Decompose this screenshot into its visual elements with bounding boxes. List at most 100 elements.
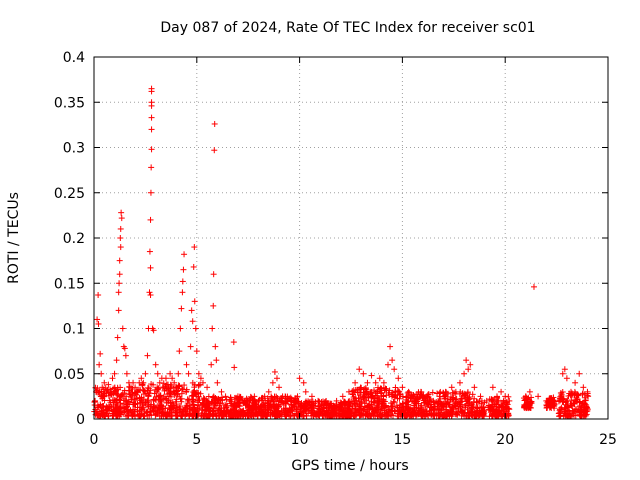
- data-point: [458, 395, 465, 402]
- data-point: [245, 397, 252, 404]
- data-point: [428, 407, 435, 414]
- data-point: [504, 410, 511, 417]
- data-point: [339, 393, 346, 400]
- data-point: [269, 409, 276, 416]
- data-point: [571, 391, 578, 398]
- y-axis-label: ROTI / TECUs: [6, 192, 22, 284]
- data-point: [340, 407, 347, 414]
- data-point: [146, 411, 153, 418]
- data-point: [459, 407, 466, 414]
- data-point: [211, 147, 218, 154]
- data-point: [429, 389, 436, 396]
- data-point: [168, 403, 175, 410]
- data-point: [506, 406, 513, 413]
- data-point: [100, 402, 107, 409]
- data-point: [391, 399, 398, 406]
- data-point: [526, 388, 533, 395]
- data-point: [211, 120, 218, 127]
- data-point: [464, 389, 471, 396]
- data-point: [376, 375, 383, 382]
- data-point: [148, 146, 155, 153]
- data-point: [212, 343, 219, 350]
- data-point: [480, 407, 487, 414]
- x-axis-label: GPS time / hours: [291, 458, 408, 474]
- data-point: [219, 410, 226, 417]
- data-point: [356, 395, 363, 402]
- data-point: [204, 412, 211, 419]
- data-point: [489, 384, 496, 391]
- data-point: [218, 388, 225, 395]
- data-point: [399, 384, 406, 391]
- data-point: [492, 412, 499, 419]
- data-point: [465, 396, 472, 403]
- data-point: [269, 379, 276, 386]
- data-point: [210, 394, 217, 401]
- data-point: [331, 403, 338, 410]
- data-point: [115, 289, 122, 296]
- data-point: [137, 412, 144, 419]
- data-point: [187, 343, 194, 350]
- x-tick-label: 20: [496, 432, 514, 448]
- data-point: [111, 385, 118, 392]
- data-point: [388, 391, 395, 398]
- data-point: [417, 388, 424, 395]
- y-tick-label: 0: [76, 412, 85, 428]
- data-point: [122, 352, 129, 359]
- data-point: [501, 411, 508, 418]
- data-point: [104, 404, 111, 411]
- data-point: [223, 408, 230, 415]
- data-point: [557, 389, 564, 396]
- data-point: [550, 394, 557, 401]
- data-point: [158, 412, 165, 419]
- data-point: [239, 397, 246, 404]
- data-point: [374, 407, 381, 414]
- data-point: [461, 370, 468, 377]
- data-point: [400, 400, 407, 407]
- data-point: [173, 407, 180, 414]
- data-point: [384, 412, 391, 419]
- data-point: [226, 397, 233, 404]
- data-point: [130, 379, 137, 386]
- data-point: [565, 393, 572, 400]
- data-point: [288, 397, 295, 404]
- data-point: [578, 404, 585, 411]
- data-point: [435, 400, 442, 407]
- data-point: [151, 408, 158, 415]
- data-point: [213, 357, 220, 364]
- data-point: [563, 375, 570, 382]
- data-point: [498, 388, 505, 395]
- data-point: [202, 407, 209, 414]
- data-point: [436, 405, 443, 412]
- data-point: [146, 289, 153, 296]
- data-point: [479, 412, 486, 419]
- data-point: [142, 370, 149, 377]
- data-point: [300, 379, 307, 386]
- data-point: [191, 244, 198, 251]
- data-point: [95, 403, 102, 410]
- data-point: [498, 402, 505, 409]
- data-point: [97, 350, 104, 357]
- ticks: [93, 56, 609, 420]
- data-point: [191, 408, 198, 415]
- data-point: [248, 405, 255, 412]
- data-point: [474, 398, 481, 405]
- data-point: [175, 370, 182, 377]
- data-point: [138, 397, 145, 404]
- data-point: [548, 405, 555, 412]
- data-point: [289, 408, 296, 415]
- data-point: [358, 411, 365, 418]
- data-point: [218, 409, 225, 416]
- data-point: [354, 386, 361, 393]
- data-point: [505, 405, 512, 412]
- data-point: [415, 411, 422, 418]
- data-point: [210, 412, 217, 419]
- data-point: [557, 397, 564, 404]
- data-point: [352, 379, 359, 386]
- data-point: [190, 401, 197, 408]
- data-point: [219, 397, 226, 404]
- data-point: [576, 370, 583, 377]
- data-point: [327, 402, 334, 409]
- data-point: [161, 387, 168, 394]
- data-point: [251, 393, 258, 400]
- data-point: [460, 392, 467, 399]
